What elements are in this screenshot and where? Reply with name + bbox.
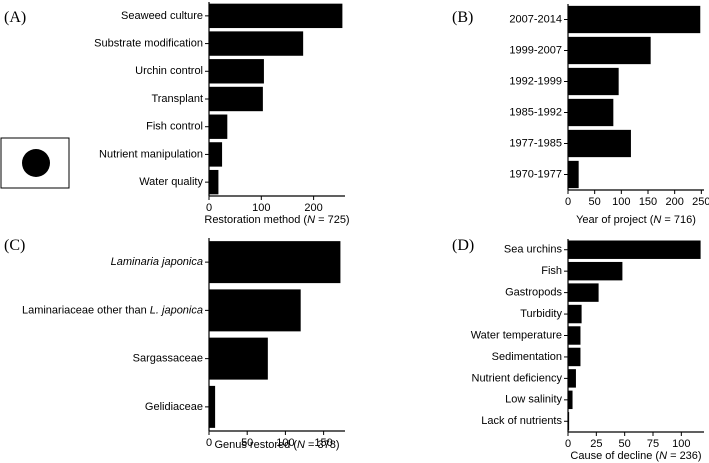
bar bbox=[209, 289, 301, 332]
bar bbox=[209, 59, 264, 84]
bar bbox=[209, 3, 343, 29]
bar bbox=[568, 326, 581, 345]
category-label: 2007-2014 bbox=[509, 13, 562, 25]
bar bbox=[568, 347, 581, 367]
x-tick-label: 150 bbox=[639, 196, 657, 208]
x-tick-label: 50 bbox=[619, 438, 631, 450]
x-tick-label: 200 bbox=[304, 202, 322, 214]
category-label: Gastropods bbox=[505, 287, 562, 299]
x-axis-title-main: Restoration method ( bbox=[204, 214, 307, 226]
bar bbox=[209, 241, 341, 284]
x-axis-title: Restoration method (N = 725) bbox=[204, 214, 349, 226]
x-axis-title-count: = 236) bbox=[667, 450, 702, 462]
bar bbox=[568, 240, 701, 259]
category-label: Water temperature bbox=[471, 329, 562, 341]
x-axis-title-count: = 378) bbox=[305, 439, 340, 451]
category-label: Nutrient manipulation bbox=[99, 148, 203, 160]
category-label: 1970-1977 bbox=[509, 168, 562, 180]
x-axis-title-main: Genus restored ( bbox=[214, 439, 297, 451]
x-tick-label: 150 bbox=[314, 437, 332, 449]
panel-b: (B) 2007-2014 1999-2007 1992-1999 1985-1992 1… bbox=[452, 4, 709, 226]
category-label: 1992-1999 bbox=[509, 75, 562, 87]
x-tick-label: 250 bbox=[692, 196, 709, 208]
x-axis-title-count: = 716) bbox=[661, 214, 696, 226]
panel-letter: (D) bbox=[452, 237, 474, 254]
panel-letter: (A) bbox=[4, 9, 26, 26]
category-label: Low salinity bbox=[505, 394, 562, 406]
category-label: Urchin control bbox=[135, 65, 203, 77]
bar bbox=[568, 369, 576, 388]
category-label: Turbidity bbox=[520, 308, 562, 320]
category-label: 1985-1992 bbox=[509, 106, 562, 118]
x-axis-title-n: N bbox=[307, 214, 315, 226]
bar bbox=[209, 114, 228, 139]
bar bbox=[209, 385, 216, 428]
category-label: Nutrient deficiency bbox=[472, 372, 563, 384]
x-tick-label: 75 bbox=[647, 438, 659, 450]
panel-c: (C) Laminaria japonica Laminariaceae other… bbox=[4, 237, 345, 451]
bar bbox=[209, 142, 223, 167]
x-tick-label: 100 bbox=[252, 202, 270, 214]
category-label: Transplant bbox=[151, 93, 203, 105]
x-axis-title-main: Cause of decline ( bbox=[570, 450, 659, 462]
x-tick-label: 50 bbox=[241, 437, 253, 449]
bar bbox=[568, 160, 579, 189]
x-axis-title-count: = 725) bbox=[315, 214, 350, 226]
category-label: Gelidiaceae bbox=[145, 401, 203, 413]
category-label: Fish bbox=[541, 265, 562, 277]
bar bbox=[568, 390, 573, 410]
category-label: Sedimentation bbox=[492, 351, 562, 363]
bar bbox=[568, 304, 582, 324]
x-axis-title-n: N bbox=[659, 450, 667, 462]
x-tick-label: 25 bbox=[590, 438, 602, 450]
category-label: Laminaria japonica bbox=[111, 256, 203, 268]
bar bbox=[568, 98, 614, 127]
x-axis-title-n: N bbox=[297, 439, 305, 451]
bar bbox=[209, 169, 219, 195]
x-tick-label: 0 bbox=[565, 196, 571, 208]
bar bbox=[209, 86, 263, 112]
panel-letter: (C) bbox=[4, 237, 25, 254]
x-tick-label: 50 bbox=[589, 196, 601, 208]
x-tick-label: 0 bbox=[206, 202, 212, 214]
x-tick-label: 100 bbox=[612, 196, 630, 208]
x-tick-label: 100 bbox=[672, 438, 690, 450]
x-axis-title: Year of project (N = 716) bbox=[576, 214, 696, 226]
category-label: Laminariaceae other than L. japonica bbox=[22, 304, 203, 316]
category-label: Fish control bbox=[146, 121, 203, 133]
panel-a: (A) Seaweed culture Substrate modification… bbox=[4, 2, 350, 226]
x-tick-label: 0 bbox=[565, 438, 571, 450]
x-axis-title-main: Year of project ( bbox=[576, 214, 654, 226]
category-label: Substrate modification bbox=[94, 37, 203, 49]
bar bbox=[568, 67, 619, 96]
category-label: Lack of nutrients bbox=[481, 415, 562, 427]
bar bbox=[568, 129, 631, 158]
bar bbox=[568, 261, 623, 281]
bar bbox=[568, 283, 599, 302]
category-label: Sea urchins bbox=[504, 244, 563, 256]
x-axis-title: Cause of decline (N = 236) bbox=[570, 450, 701, 462]
x-tick-label: 200 bbox=[665, 196, 683, 208]
category-label: Water quality bbox=[139, 176, 203, 188]
category-label: 1999-2007 bbox=[509, 44, 562, 56]
category-label: Sargassaceae bbox=[133, 353, 203, 365]
bar bbox=[568, 5, 701, 34]
bar bbox=[209, 337, 268, 380]
x-axis-title: Genus restored (N = 378) bbox=[214, 439, 339, 451]
panel-d: (D) Sea urchins Fish Gastropods Turbidity Wat… bbox=[452, 237, 704, 462]
x-axis-title-n: N bbox=[653, 214, 661, 226]
panel-letter: (B) bbox=[452, 9, 473, 26]
bar bbox=[568, 36, 651, 65]
category-label: 1977-1985 bbox=[509, 137, 562, 149]
bar bbox=[209, 31, 304, 56]
category-label: Seaweed culture bbox=[121, 10, 203, 22]
dot-icon bbox=[22, 149, 50, 177]
x-tick-label: 100 bbox=[276, 437, 294, 449]
x-tick-label: 0 bbox=[206, 437, 212, 449]
